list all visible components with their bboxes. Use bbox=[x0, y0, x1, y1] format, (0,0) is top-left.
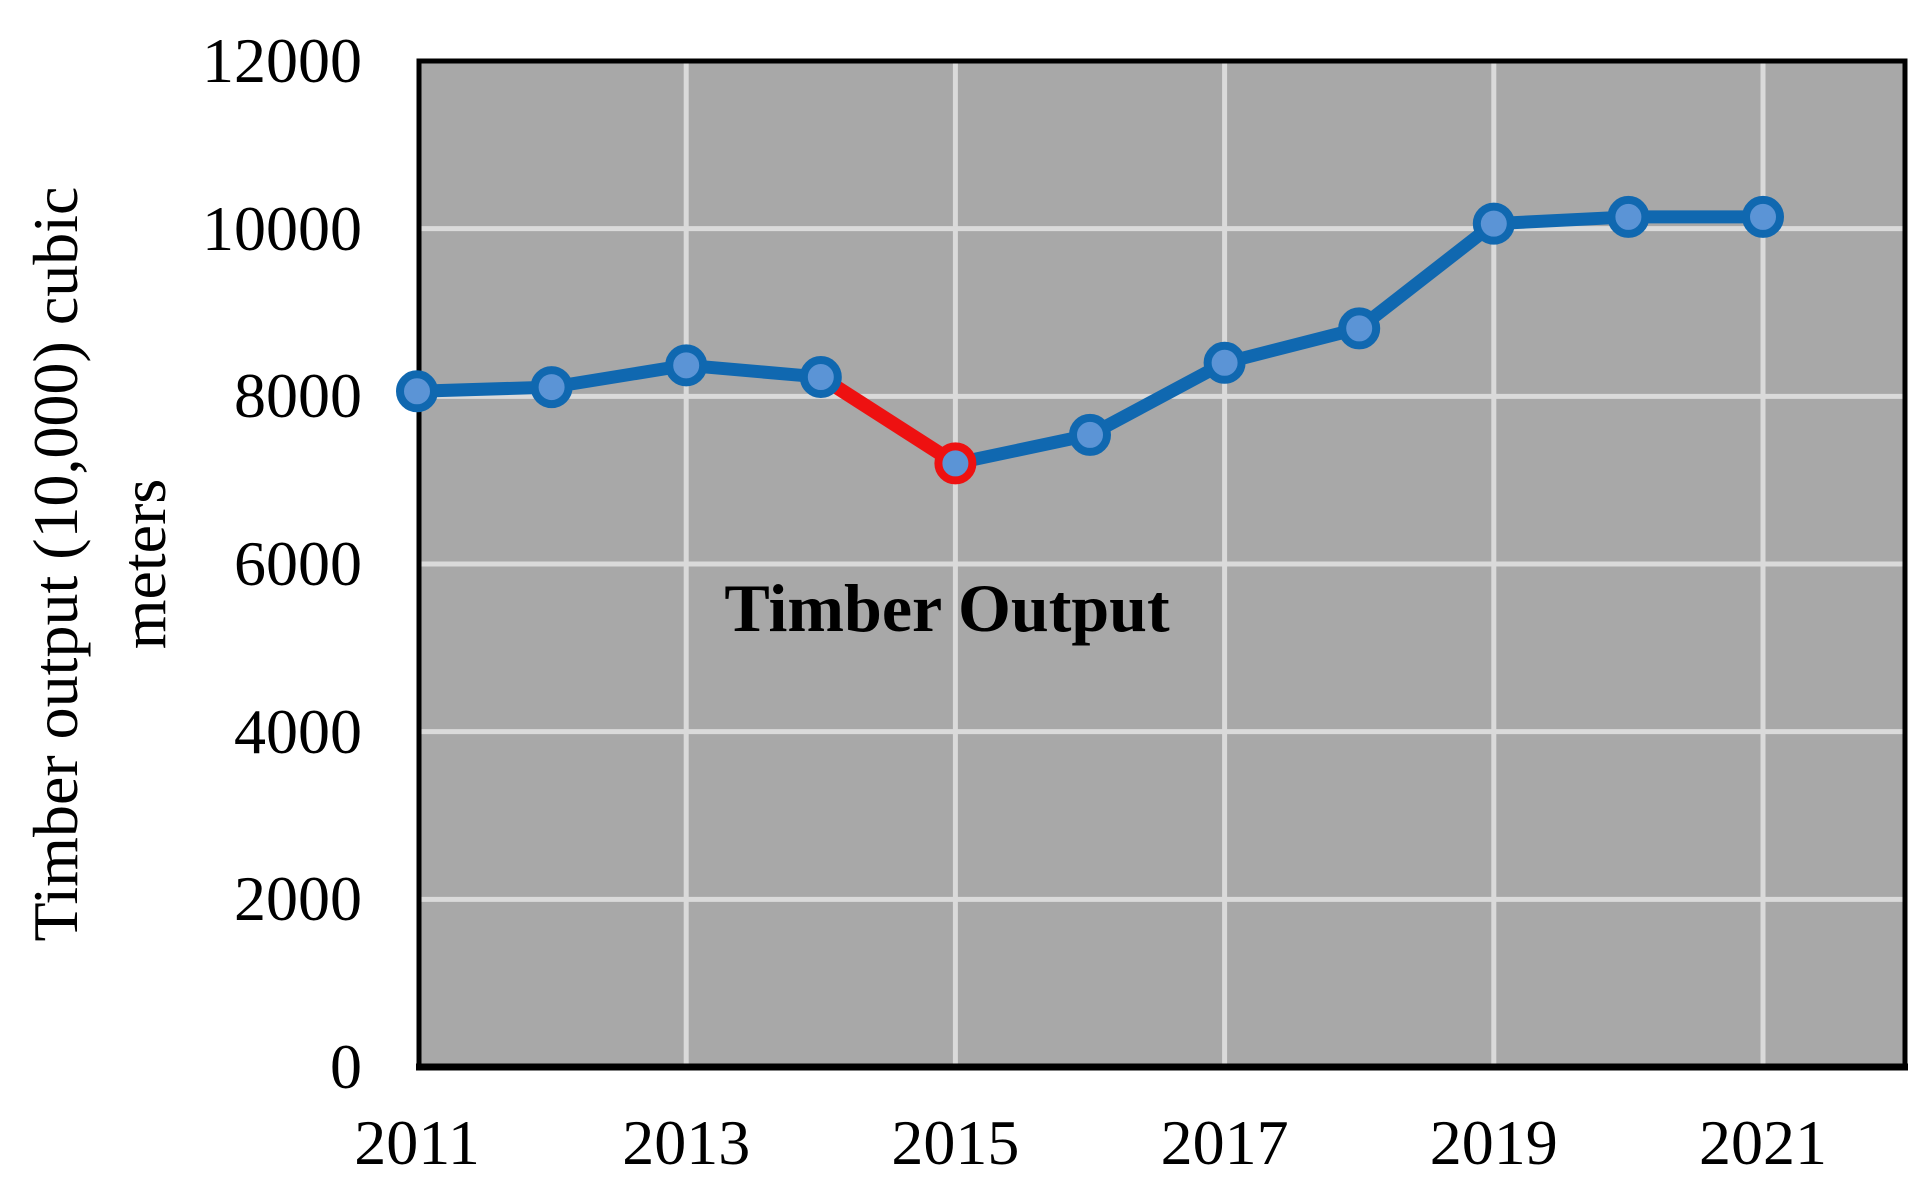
data-point-2011 bbox=[396, 370, 438, 413]
x-tick-label-2013: 2013 bbox=[622, 1107, 751, 1178]
data-point-2019 bbox=[1472, 202, 1515, 245]
x-tick-label-2021: 2021 bbox=[1699, 1107, 1827, 1178]
data-point-2017 bbox=[1203, 341, 1246, 384]
y-tick-label-8000: 8000 bbox=[234, 360, 362, 432]
x-tick-label-2011: 2011 bbox=[354, 1107, 480, 1178]
x-tick-label-2019: 2019 bbox=[1429, 1107, 1558, 1178]
x-tick-label-2015: 2015 bbox=[891, 1107, 1020, 1178]
data-point-2021 bbox=[1742, 195, 1784, 238]
highlight-data-point-2015 bbox=[934, 442, 977, 485]
y-tick-label-10000: 10000 bbox=[202, 192, 362, 264]
data-point-2016 bbox=[1069, 413, 1111, 456]
data-point-2020 bbox=[1607, 195, 1650, 238]
data-point-2012 bbox=[530, 366, 573, 409]
data-point-2014 bbox=[799, 356, 842, 399]
y-tick-label-0: 0 bbox=[330, 1031, 362, 1102]
y-tick-label-4000: 4000 bbox=[234, 695, 362, 767]
highlight-line-segment bbox=[817, 371, 960, 470]
data-point-2013 bbox=[665, 344, 708, 387]
y-tick-label-2000: 2000 bbox=[234, 863, 362, 935]
data-point-2018 bbox=[1338, 307, 1381, 350]
y-tick-label-6000: 6000 bbox=[234, 528, 362, 599]
y-tick-label-12000: 12000 bbox=[202, 25, 362, 96]
x-tick-label-2017: 2017 bbox=[1160, 1107, 1289, 1178]
series-line-segment-a bbox=[416, 358, 822, 398]
series-annotation: Timber Output bbox=[724, 570, 1170, 646]
